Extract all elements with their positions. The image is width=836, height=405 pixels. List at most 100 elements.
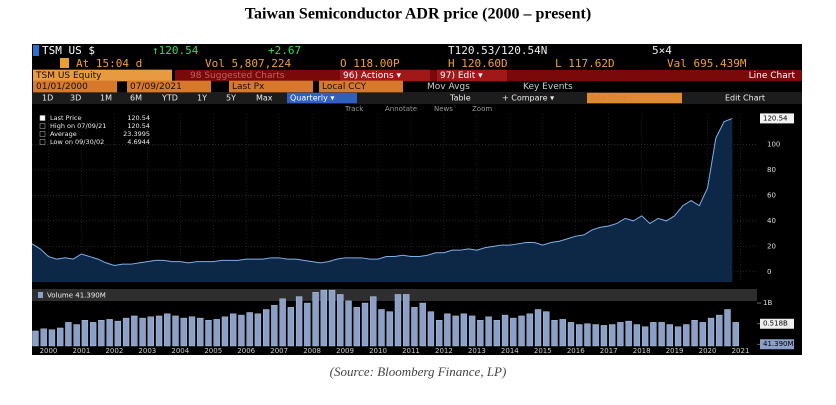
volume-bar (683, 324, 690, 347)
x-tick-label: 2002 (105, 347, 123, 355)
volume-bar (559, 319, 566, 347)
toolbar-text: TSM US Equity (35, 71, 102, 81)
toolbar-text-box (437, 69, 507, 82)
range-button: Add Data (590, 94, 627, 103)
toolbar-text: 97) Edit ▾ (440, 71, 483, 81)
volume-bar (81, 320, 89, 347)
tool-text: Zoom (472, 105, 492, 113)
volume-bar (180, 317, 187, 347)
setting-text-box (319, 80, 403, 93)
tool-text: News (434, 105, 453, 113)
x-tick-label: 2021 (732, 347, 750, 355)
x-tick-label: 2014 (501, 347, 519, 355)
setting-text: 07/09/2021 (130, 82, 182, 92)
x-tick-label: 2013 (468, 347, 486, 355)
alert-icon (60, 58, 69, 68)
volume-bar (139, 317, 146, 347)
volume-bar (238, 314, 245, 347)
quote-text: +2.67 (268, 44, 301, 57)
x-tick-label: 2006 (237, 347, 255, 355)
volume-bar (131, 315, 138, 347)
x-tick-label: 2018 (633, 347, 651, 355)
volume-bar (493, 320, 500, 347)
volume-bar (98, 320, 105, 347)
volume-bar (477, 320, 484, 347)
toolbar-text: 96) Actions ▾ (343, 71, 402, 81)
volume-bar (666, 324, 674, 347)
volume-bar (543, 311, 550, 347)
volume-bar (295, 296, 303, 347)
volume-bar (188, 316, 196, 347)
tool-text: Annotate (385, 105, 417, 113)
volume-bar (155, 315, 163, 347)
volume-bar (658, 322, 665, 347)
x-tick-label: 2003 (138, 347, 156, 355)
x-tick-label: 2001 (73, 347, 91, 355)
volume-bar (518, 315, 525, 347)
legend-swatch (38, 292, 43, 298)
volume-bar (526, 313, 533, 347)
legend-value: 4.6944 (127, 138, 150, 146)
range-button: 1Y (197, 94, 207, 103)
volume-bar (485, 316, 492, 347)
volume-bar (650, 322, 657, 347)
volume-bar (724, 309, 731, 347)
setting-text-box (127, 80, 211, 93)
quote-text: At 15:04 d (76, 57, 142, 70)
setting-text: Key Events (523, 82, 573, 92)
volume-bar (427, 311, 435, 347)
volume-bar (353, 307, 360, 347)
volume-bar (501, 314, 509, 347)
legend-swatch (39, 123, 46, 129)
range-button: 3D (70, 94, 81, 103)
volume-bar (452, 315, 459, 347)
range-button: Quarterly ▾ (290, 94, 334, 103)
toolbar-text-box (33, 69, 172, 82)
setting-text: Local CCY (322, 82, 367, 92)
x-tick-label: 2019 (666, 347, 684, 355)
volume-bar (592, 324, 599, 347)
volume-bar (444, 313, 451, 347)
quote-text: Vol 5,807,224 (205, 57, 291, 70)
volume-bar (246, 312, 253, 347)
quote-text: TSM US $ (42, 44, 95, 57)
volume-bar (279, 298, 286, 347)
legend-label: Low on 09/30/02 (50, 138, 104, 146)
quote-text: H 120.60D (448, 57, 508, 70)
legend-label: High on 07/09/21 (50, 122, 106, 130)
volume-bar (617, 322, 624, 347)
volume-bar (691, 320, 698, 347)
volume-bar (510, 317, 517, 347)
volume-bar (707, 317, 715, 347)
price-line (31, 117, 733, 266)
source: (Source: Bloomberg Finance, LP) (330, 364, 507, 379)
volume-bar (716, 314, 723, 347)
x-tick-label: 2004 (171, 347, 189, 355)
volume-bar (73, 324, 80, 347)
x-tick-label: 2016 (567, 347, 585, 355)
range-button: 6M (130, 94, 142, 103)
volume-bar (534, 309, 542, 347)
volume-bar (378, 309, 385, 347)
volume-bar (147, 316, 154, 347)
range-button: + Compare ▾ (502, 94, 554, 103)
quote-text: 5×4 (652, 44, 672, 57)
x-tick-label: 2012 (435, 347, 453, 355)
y-tick-label: 20 (767, 242, 776, 250)
y-tick-label: 80 (767, 166, 776, 174)
volume-bar (271, 304, 278, 347)
range-button: Edit Chart (725, 94, 765, 103)
volume-bar (172, 315, 179, 347)
range-button-box (587, 92, 682, 104)
volume-bar (287, 307, 295, 347)
volume-bar (435, 320, 443, 347)
volume-bar (89, 322, 97, 347)
range-bar-bg (32, 92, 802, 104)
range-button: YTD (161, 94, 178, 103)
volume-bar (419, 302, 426, 347)
volume-bar (345, 300, 352, 347)
y-tick-label: 100 (767, 141, 780, 149)
volume-bar (732, 322, 739, 347)
last-price-label: 120.54 (763, 114, 788, 122)
